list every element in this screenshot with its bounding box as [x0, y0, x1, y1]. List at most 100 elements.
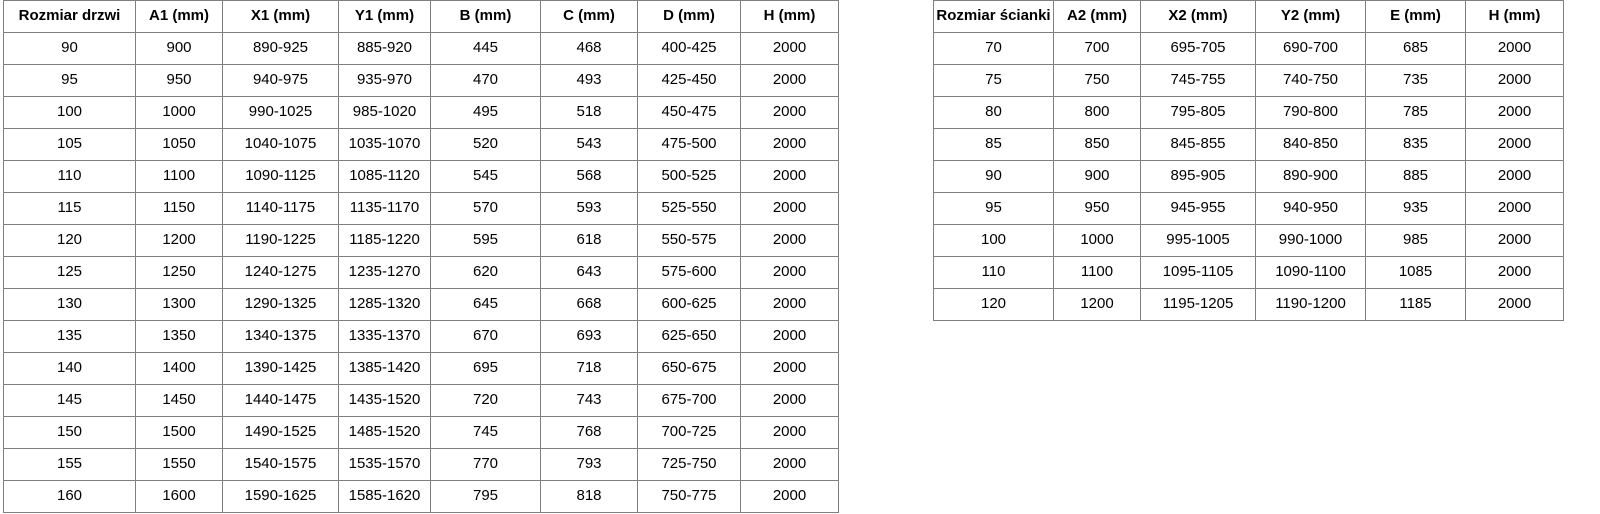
door-cell: 1190-1225	[222, 224, 339, 257]
wall-cell: 700	[1053, 32, 1141, 65]
table-row: 85 850 845-855 840-850 835 2000	[933, 128, 1564, 161]
door-cell: 2000	[740, 128, 839, 161]
table-row: 130 1300 1290-1325 1285-1320 645 668 600-625 20…	[3, 288, 839, 321]
wall-column-header: E (mm)	[1365, 0, 1466, 33]
door-column-header: D (mm)	[637, 0, 741, 33]
door-cell: 935-970	[338, 64, 431, 97]
wall-column-header: A2 (mm)	[1053, 0, 1141, 33]
door-cell: 1085-1120	[338, 160, 431, 193]
wall-cell: 1095-1105	[1140, 256, 1256, 289]
door-cell: 618	[540, 224, 638, 257]
wall-cell: 840-850	[1255, 128, 1366, 161]
door-cell: 1490-1525	[222, 416, 339, 449]
door-cell: 1285-1320	[338, 288, 431, 321]
wall-cell: 940-950	[1255, 192, 1366, 225]
door-cell: 950	[135, 64, 223, 97]
door-cell: 1385-1420	[338, 352, 431, 385]
door-cell: 795	[430, 480, 541, 513]
wall-cell: 945-955	[1140, 192, 1256, 225]
door-column-header: Y1 (mm)	[338, 0, 431, 33]
door-cell: 475-500	[637, 128, 741, 161]
door-cell: 445	[430, 32, 541, 65]
door-cell: 1435-1520	[338, 384, 431, 417]
door-cell: 518	[540, 96, 638, 129]
wall-column-header: Y2 (mm)	[1255, 0, 1366, 33]
door-cell: 670	[430, 320, 541, 353]
door-cell: 450-475	[637, 96, 741, 129]
wall-table-body: 70 700 695-705 690-700 685 2000 75 750 745-755 74…	[933, 32, 1564, 321]
door-cell: 2000	[740, 288, 839, 321]
door-cell: 125	[3, 256, 136, 289]
door-cell: 2000	[740, 352, 839, 385]
wall-cell: 2000	[1465, 192, 1564, 225]
door-cell: 900	[135, 32, 223, 65]
table-row: 135 1350 1340-1375 1335-1370 670 693 625-650 20…	[3, 320, 839, 353]
table-row: 120 1200 1195-1205 1190-1200 1185 2000	[933, 288, 1564, 321]
door-column-header: X1 (mm)	[222, 0, 339, 33]
door-cell: 1150	[135, 192, 223, 225]
door-cell: 593	[540, 192, 638, 225]
door-column-header: C (mm)	[540, 0, 638, 33]
door-cell: 695	[430, 352, 541, 385]
door-cell: 545	[430, 160, 541, 193]
door-cell: 1390-1425	[222, 352, 339, 385]
wall-cell: 1185	[1365, 288, 1466, 321]
wall-column-header: X2 (mm)	[1140, 0, 1256, 33]
door-cell: 2000	[740, 256, 839, 289]
table-row: 120 1200 1190-1225 1185-1220 595 618 550-575 20…	[3, 224, 839, 257]
wall-cell: 800	[1053, 96, 1141, 129]
door-cell: 155	[3, 448, 136, 481]
wall-cell: 740-750	[1255, 64, 1366, 97]
wall-cell: 2000	[1465, 288, 1564, 321]
door-cell: 570	[430, 192, 541, 225]
wall-cell: 75	[933, 64, 1054, 97]
door-cell: 650-675	[637, 352, 741, 385]
wall-cell: 985	[1365, 224, 1466, 257]
door-cell: 1040-1075	[222, 128, 339, 161]
door-cell: 643	[540, 256, 638, 289]
door-cell: 425-450	[637, 64, 741, 97]
door-cell: 2000	[740, 448, 839, 481]
door-cell: 2000	[740, 416, 839, 449]
wall-cell: 1100	[1053, 256, 1141, 289]
door-cell: 595	[430, 224, 541, 257]
wall-table-header-row: Rozmiar ścianki A2 (mm) X2 (mm) Y2 (mm) E (m…	[933, 0, 1564, 33]
door-cell: 725-750	[637, 448, 741, 481]
door-column-header: H (mm)	[740, 0, 839, 33]
door-cell: 885-920	[338, 32, 431, 65]
door-cell: 468	[540, 32, 638, 65]
door-cell: 1300	[135, 288, 223, 321]
wall-cell: 845-855	[1140, 128, 1256, 161]
table-row: 75 750 745-755 740-750 735 2000	[933, 64, 1564, 97]
door-cell: 90	[3, 32, 136, 65]
door-cell: 543	[540, 128, 638, 161]
door-cell: 110	[3, 160, 136, 193]
door-cell: 105	[3, 128, 136, 161]
wall-cell: 950	[1053, 192, 1141, 225]
door-cell: 720	[430, 384, 541, 417]
wall-cell: 1195-1205	[1140, 288, 1256, 321]
door-cell: 1535-1570	[338, 448, 431, 481]
door-column-header: B (mm)	[430, 0, 541, 33]
door-cell: 495	[430, 96, 541, 129]
table-row: 70 700 695-705 690-700 685 2000	[933, 32, 1564, 65]
door-cell: 493	[540, 64, 638, 97]
door-cell: 120	[3, 224, 136, 257]
door-cell: 818	[540, 480, 638, 513]
door-cell: 1140-1175	[222, 192, 339, 225]
door-cell: 1335-1370	[338, 320, 431, 353]
door-cell: 940-975	[222, 64, 339, 97]
door-cell: 1090-1125	[222, 160, 339, 193]
door-cell: 575-600	[637, 256, 741, 289]
wall-cell: 795-805	[1140, 96, 1256, 129]
door-cell: 1050	[135, 128, 223, 161]
door-cell: 1135-1170	[338, 192, 431, 225]
door-table-header-row: Rozmiar drzwi A1 (mm) X1 (mm) Y1 (mm) B (mm)…	[3, 0, 839, 33]
door-cell: 145	[3, 384, 136, 417]
wall-cell: 900	[1053, 160, 1141, 193]
door-cell: 750-775	[637, 480, 741, 513]
wall-cell: 790-800	[1255, 96, 1366, 129]
wall-cell: 1000	[1053, 224, 1141, 257]
door-cell: 1235-1270	[338, 256, 431, 289]
door-cell: 525-550	[637, 192, 741, 225]
